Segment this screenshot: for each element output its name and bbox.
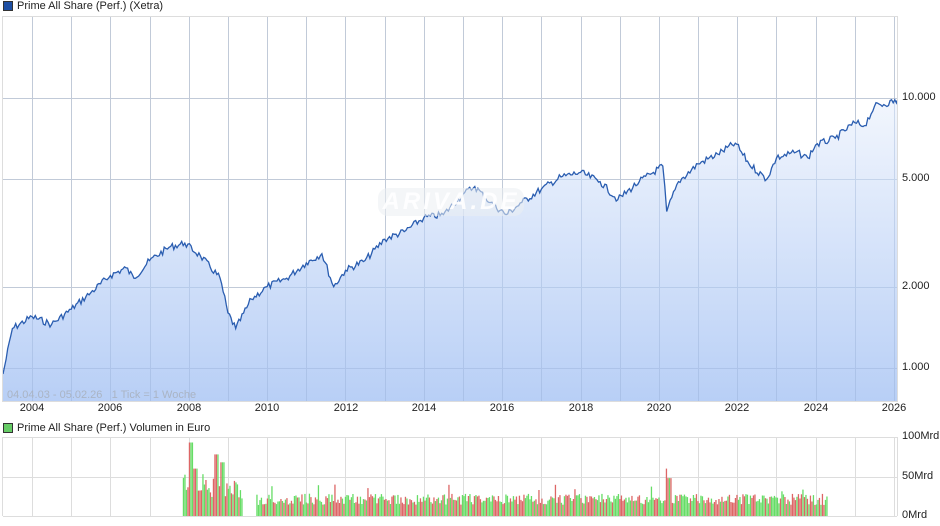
x-label-2012: 2012 xyxy=(333,402,359,414)
tick-interval-text: 1 Tick = 1 Woche xyxy=(111,389,197,401)
x-label-2020: 2020 xyxy=(646,402,672,414)
y-label-1000: 1.000 xyxy=(902,361,930,373)
x-label-2016: 2016 xyxy=(489,402,515,414)
x-label-2014: 2014 xyxy=(411,402,437,414)
vol-label-0: 0Mrd xyxy=(902,509,928,521)
volume-bars xyxy=(182,442,828,516)
x-label-2022: 2022 xyxy=(724,402,750,414)
x-label-2006: 2006 xyxy=(97,402,123,414)
volume-legend-label: Prime All Share (Perf.) Volumen in Euro xyxy=(17,422,211,434)
date-range-label: 04.04.03 - 05.02.26 1 Tick = 1 Woche xyxy=(7,389,196,401)
price-chart-plot xyxy=(2,16,898,402)
price-legend-swatch xyxy=(3,1,13,11)
x-label-2018: 2018 xyxy=(568,402,594,414)
volume-legend-swatch xyxy=(3,423,13,433)
x-label-2008: 2008 xyxy=(176,402,202,414)
x-label-2026: 2026 xyxy=(881,402,907,414)
x-label-2024: 2024 xyxy=(803,402,829,414)
y-label-2000: 2.000 xyxy=(902,280,930,292)
price-legend: Prime All Share (Perf.) (Xetra) xyxy=(3,0,163,12)
x-label-2004: 2004 xyxy=(19,402,45,414)
vol-label-100: 100Mrd xyxy=(902,430,940,442)
y-label-10000: 10.000 xyxy=(902,91,936,103)
vol-label-50: 50Mrd xyxy=(902,470,934,482)
date-range-text: 04.04.03 - 05.02.26 xyxy=(7,389,103,401)
price-legend-label: Prime All Share (Perf.) (Xetra) xyxy=(17,0,164,12)
volume-legend: Prime All Share (Perf.) Volumen in Euro xyxy=(3,422,210,434)
y-label-5000: 5.000 xyxy=(902,172,930,184)
volume-gridlines xyxy=(2,437,898,517)
x-label-2010: 2010 xyxy=(254,402,280,414)
price-area-fill xyxy=(3,99,897,401)
volume-chart-plot xyxy=(2,437,898,517)
ariva-watermark: ARIVA.DE xyxy=(378,188,524,216)
